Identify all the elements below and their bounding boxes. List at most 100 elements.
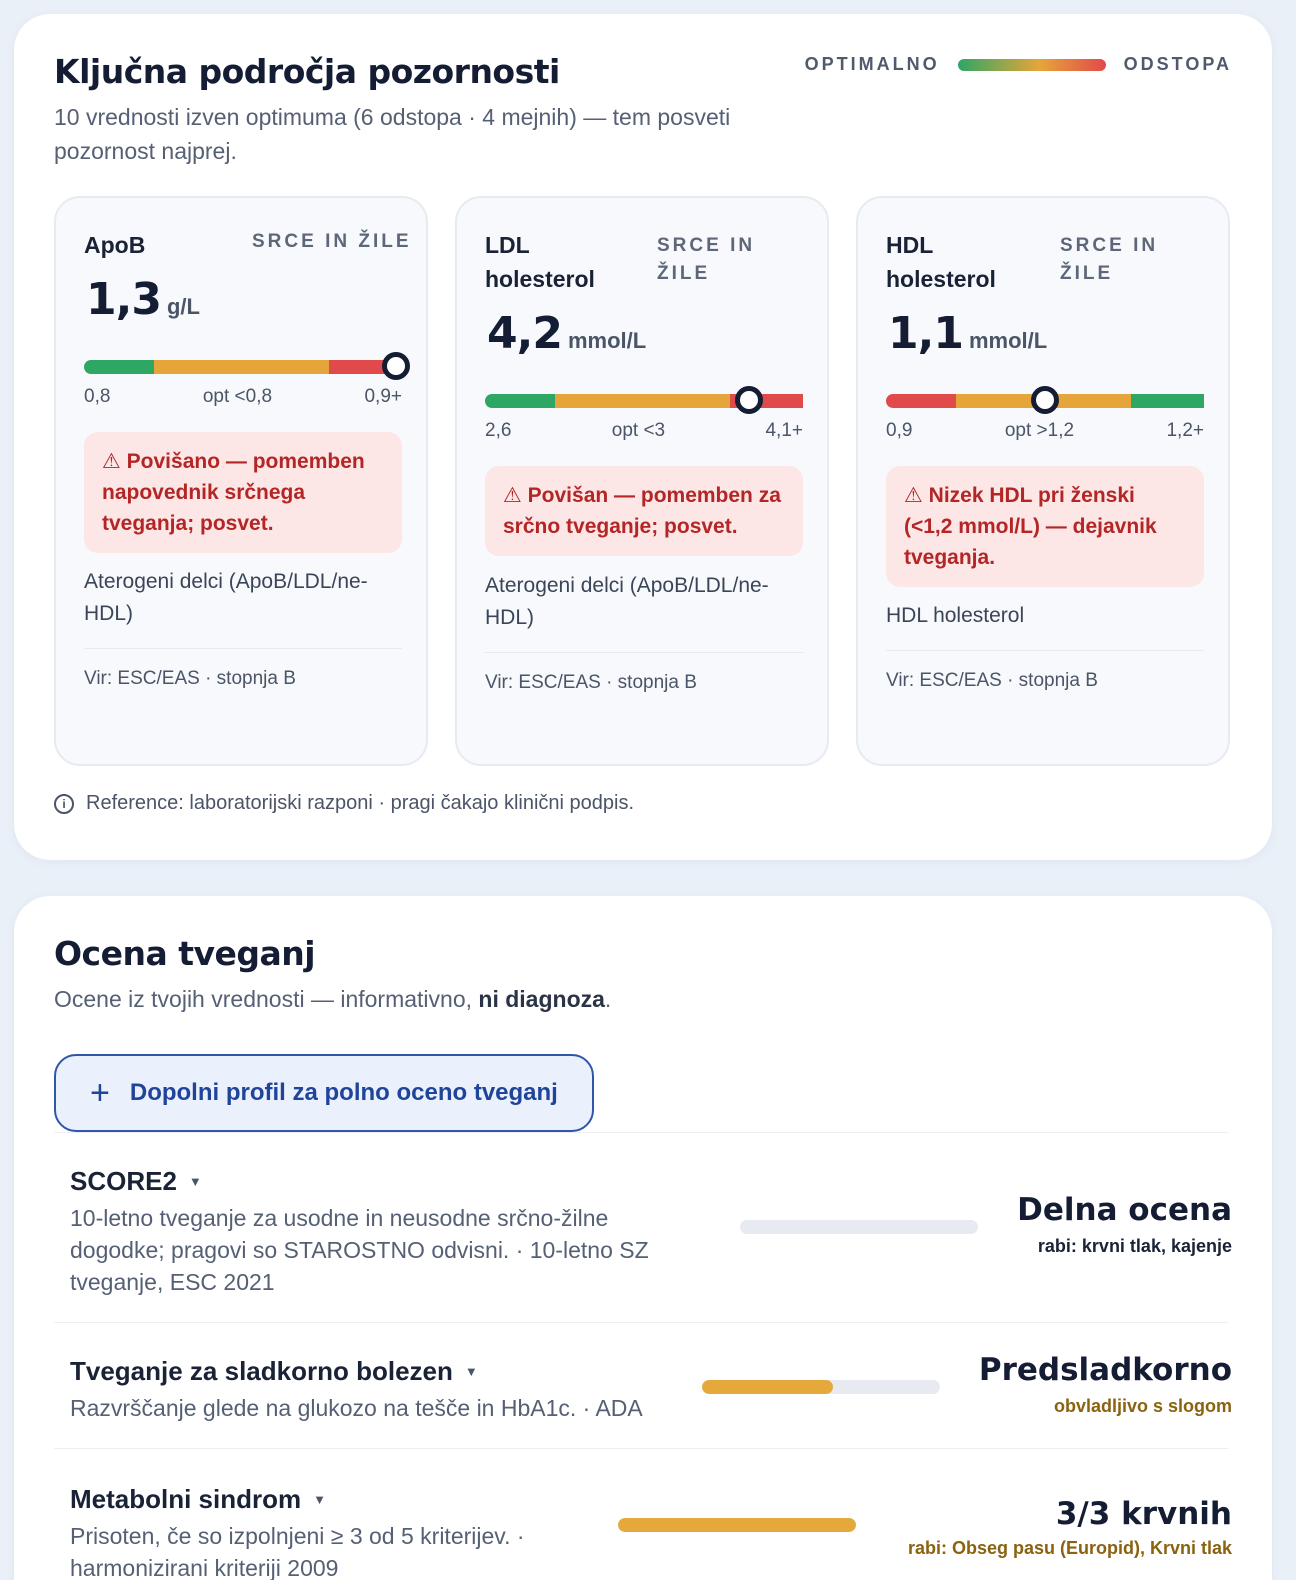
metric-category-line1: SRCE IN [1060,235,1159,256]
risk-subtitle-end: . [604,986,612,1012]
risk-panel: Ocena tveganj Ocene iz tvojih vrednosti … [14,896,1272,1580]
metric-category: SRCE IN ŽILE [657,232,755,288]
divider [485,652,803,653]
warning-alert: ⚠ Nizek HDL pri ženski (<1,2 mmol/L) — d… [886,466,1204,587]
risk-status: Delna ocena [1017,1192,1232,1228]
attention-subtitle-line1: 10 vrednosti izven optimuma (6 odstopa ·… [54,104,731,130]
warning-alert: ⚠ Povišan — pomemben za srčno tveganje; … [485,466,803,556]
gauge-ticks: 0,8 opt <0,8 0,9+ [84,386,402,408]
metric-name-line2: holesterol [886,266,996,292]
gauge-marker [1031,386,1059,414]
metric-value-number: 1,1 [888,308,964,359]
metric-value: 1,1 mmol/L [888,308,1047,359]
metric-card-hdl[interactable]: HDL holesterol SRCE IN ŽILE 1,1 mmol/L 0,… [856,196,1230,766]
risk-row-title[interactable]: SCORE2 ▼ [70,1166,202,1197]
metric-source: Vir: ESC/EAS · stopnja B [84,668,296,689]
gauge-marker [381,352,410,380]
risk-row-metabolic[interactable]: Metabolni sindrom ▼ Prisoten, če so izpo… [54,1476,1232,1580]
reference-note-text: Reference: laboratorijski razponi · prag… [86,792,635,814]
reference-note: i Reference: laboratorijski razponi · pr… [54,792,634,815]
legend-deviates-label: ODSTOPA [1123,54,1232,74]
metric-card-apob[interactable]: ApoB SRCE IN ŽILE 1,3 g/L 0,8 opt <0,8 0,… [54,196,428,766]
complete-profile-button[interactable]: + Dopolni profil za polno oceno tveganj [54,1054,594,1132]
risk-row-title[interactable]: Tveganje za sladkorno bolezen ▼ [70,1356,478,1387]
metric-description: Aterogeni delci (ApoB/LDL/ne-HDL) [485,574,769,629]
metric-value: 1,3 g/L [86,274,200,325]
risk-row-description: Prisoten, če so izpolnjeni ≥ 3 od 5 krit… [70,1523,525,1580]
metric-name: LDL holesterol [485,228,595,296]
risk-row-description: 10-letno tveganje za usodne in neusodne … [70,1205,649,1295]
risk-status-note: rabi: Obseg pasu (Europid), Krvni tlak [907,1538,1232,1558]
gauge-segment [153,360,329,374]
metric-card-ldl[interactable]: LDL holesterol SRCE IN ŽILE 4,2 mmol/L 2,… [455,196,829,766]
caret-down-icon: ▼ [313,1492,326,1507]
risk-row-description: Razvrščanje glede na glukozo na tešče in… [70,1395,643,1421]
metric-value-number: 1,3 [86,274,162,325]
metric-category-line2: ŽILE [657,263,711,284]
risk-progress-fill [702,1380,833,1394]
risk-progress-fill [618,1518,856,1532]
divider [84,648,402,649]
risk-progress-bar [618,1518,856,1532]
attention-subtitle-line2: pozornost najprej. [54,138,237,164]
risk-subtitle: Ocene iz tvojih vrednosti — informativno… [54,982,611,1016]
risk-row-title-text: Tveganje za sladkorno bolezen [70,1356,453,1386]
metric-value: 4,2 mmol/L [487,308,646,359]
gauge-ticks: 0,9 opt >1,2 1,2+ [886,420,1204,442]
risk-subtitle-bold: ni diagnoza [478,986,605,1012]
tick-low: 0,9 [886,420,913,441]
legend-optimal-label: OPTIMALNO [804,54,940,74]
complete-profile-label: Dopolni profil za polno oceno tveganj [129,1079,558,1106]
metric-name-line2: holesterol [485,266,595,292]
metric-category: SRCE IN ŽILE [1060,232,1158,288]
range-gauge [84,352,410,380]
gauge-segment [1130,394,1204,408]
tick-optimal: opt >1,2 [1004,420,1075,441]
metric-unit: g/L [166,294,200,319]
tick-high: 1,2+ [1166,420,1204,441]
range-gauge [886,386,1204,414]
risk-status-note: rabi: krvni tlak, kajenje [1037,1236,1232,1256]
gauge-ticks: 2,6 opt <3 4,1+ [485,420,803,442]
risk-row-title-text: Metabolni sindrom [70,1484,302,1514]
metric-description: HDL holesterol [886,604,1025,627]
metric-unit: mmol/L [567,328,647,353]
metric-name-line1: LDL [485,232,530,258]
caret-down-icon: ▼ [188,1174,202,1189]
gauge-segment [886,394,956,408]
gauge-marker [734,386,763,414]
legend-gradient-bar [957,58,1106,71]
risk-row-diabetes[interactable]: Tveganje za sladkorno bolezen ▼ Razvršča… [54,1348,1232,1448]
tick-high: 4,1+ [765,420,803,441]
metric-source: Vir: ESC/EAS · stopnja B [886,670,1098,691]
risk-status-note: obvladljivo s slogom [1053,1396,1232,1416]
risk-progress-bar [740,1220,978,1234]
risk-row-title[interactable]: Metabolni sindrom ▼ [70,1484,326,1515]
metric-category: SRCE IN ŽILE [252,228,412,256]
gauge-segment [84,360,154,374]
risk-row-title-text: SCORE2 [70,1166,177,1196]
info-icon: i [54,793,74,814]
metric-category-line2: ŽILE [1060,263,1114,284]
attention-title: Ključna področja pozornosti [54,52,560,91]
risk-row-score2[interactable]: SCORE2 ▼ 10-letno tveganje za usodne in … [54,1158,1232,1298]
metric-category-line1: SRCE IN [657,235,756,256]
metric-description: Aterogeni delci (ApoB/LDL/ne-HDL) [84,570,368,625]
attention-panel: Ključna področja pozornosti OPTIMALNO OD… [14,14,1272,860]
divider [54,1322,1228,1323]
metric-category-line1: SRCE IN ŽILE [252,231,412,252]
tick-high: 0,9+ [364,386,402,407]
risk-title: Ocena tveganj [54,934,316,973]
gauge-segment [554,394,730,408]
tick-low: 0,8 [84,386,111,407]
divider [54,1448,1228,1449]
tick-optimal: opt <3 [611,420,666,441]
gauge-segment [485,394,555,408]
tick-optimal: opt <0,8 [202,386,273,407]
divider [54,1132,1228,1133]
tick-low: 2,6 [485,420,512,441]
risk-status: Predsladkorno [978,1352,1232,1388]
metric-name-line1: HDL [886,232,934,258]
metric-name: HDL holesterol [886,228,996,296]
range-gauge [485,386,803,414]
